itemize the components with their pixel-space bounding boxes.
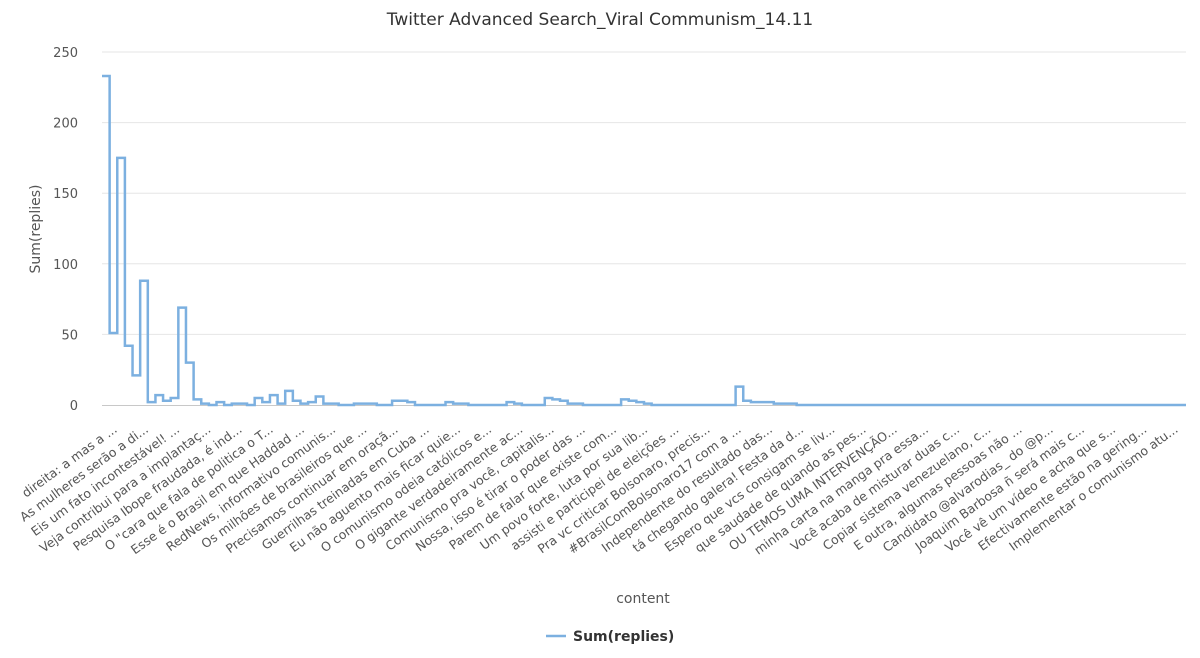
y-tick-label: 250 xyxy=(53,46,78,61)
chart-title: Twitter Advanced Search_Viral Communism_… xyxy=(386,10,813,30)
series-group xyxy=(102,74,1186,407)
series-line xyxy=(102,74,1186,407)
legend[interactable]: Sum(replies) xyxy=(546,629,674,645)
y-tick-label: 150 xyxy=(53,187,78,202)
y-tick-label: 100 xyxy=(53,258,78,273)
y-axis-ticks: 0 50 100 150 200 250 xyxy=(53,46,78,414)
y-axis-label: Sum(replies) xyxy=(28,185,44,274)
x-axis-ticks: direita: a mas a ...As mulheres serão a … xyxy=(17,421,1181,557)
y-tick-label: 200 xyxy=(53,117,78,132)
grid-lines xyxy=(102,51,1186,335)
y-tick-label: 0 xyxy=(70,399,78,414)
legend-label: Sum(replies) xyxy=(573,629,674,645)
x-axis-label: content xyxy=(616,591,670,607)
y-tick-label: 50 xyxy=(61,328,78,343)
